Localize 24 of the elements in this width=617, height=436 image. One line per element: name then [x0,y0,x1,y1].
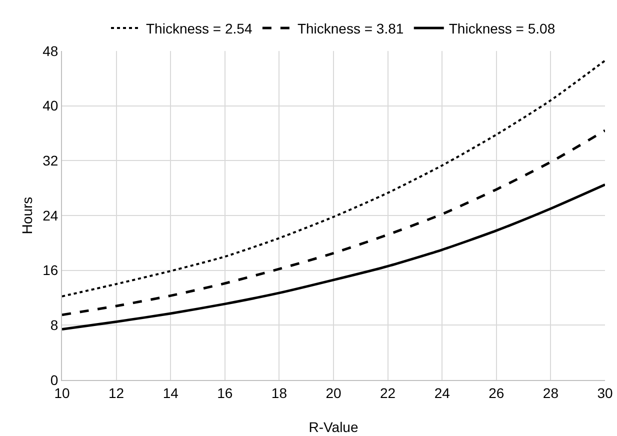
x-tick-label: 26 [488,384,504,401]
y-tick-label: 40 [42,98,58,114]
x-tick-label: 24 [434,384,450,401]
y-tick-label: 32 [42,152,58,169]
x-tick-label: 18 [271,384,288,401]
x-tick-label: 28 [542,384,559,401]
x-tick-label: 14 [162,384,179,401]
line-series [62,60,605,298]
legend-label: Thickness = 5.08 [448,20,556,36]
y-axis-title: Hours [19,196,36,234]
line-series [62,129,605,316]
x-axis-title: R-Value [308,419,358,435]
line-series [62,183,605,331]
legend-label: Thickness = 2.54 [146,20,252,36]
x-tick-label: 22 [380,384,396,401]
x-tick-label: 20 [326,384,342,401]
legend-label: Thickness = 3.81 [297,20,404,36]
y-tick-label: 8 [50,317,58,334]
y-tick-label: 48 [42,42,58,59]
x-tick-label: 30 [597,384,613,401]
x-tick-label: 16 [217,384,233,401]
y-tick-label: 16 [42,262,58,278]
y-tick-label: 24 [42,207,58,224]
x-tick-label: 12 [108,384,124,401]
